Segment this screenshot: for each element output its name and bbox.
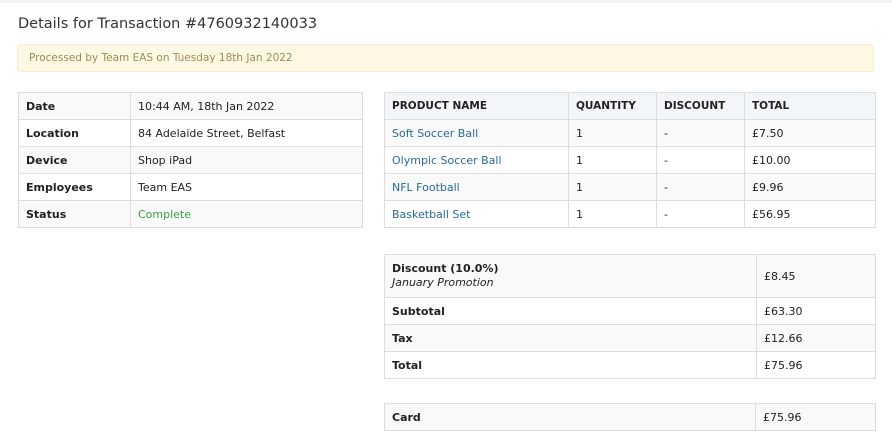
summary-row-total: Total £75.96 (384, 351, 876, 379)
summary-row-tax: Tax £12.66 (384, 324, 876, 352)
detail-row-location: Location 84 Adelaide Street, Belfast (18, 119, 363, 147)
column-header: QUANTITY (568, 92, 657, 120)
summary-row-subtotal: Subtotal £63.30 (384, 297, 876, 325)
promotion-name: January Promotion (392, 276, 494, 289)
table-row: NFL Football 1- £9.96 (384, 173, 876, 201)
products-table: PRODUCT NAME QUANTITY DISCOUNT TOTAL Sof… (384, 92, 876, 228)
table-row: Olympic Soccer Ball 1- £10.00 (384, 146, 876, 174)
table-row: Basketball Set 1- £56.95 (384, 200, 876, 228)
page-title: Details for Transaction #4760932140033 (18, 16, 318, 32)
detail-row-status: Status Complete (18, 200, 363, 228)
product-link[interactable]: NFL Football (392, 180, 460, 194)
status-badge: Complete (130, 200, 363, 228)
payment-row: Card £75.96 (384, 403, 876, 431)
details-table: Date 10:44 AM, 18th Jan 2022 Location 84 A… (18, 92, 363, 228)
column-header: DISCOUNT (656, 92, 745, 120)
processed-alert: Processed by Team EAS on Tuesday 18th Ja… (17, 44, 874, 72)
table-row: Soft Soccer Ball 1- £7.50 (384, 119, 876, 147)
top-bar (0, 0, 892, 3)
detail-row-employees: Employees Team EAS (18, 173, 363, 201)
summary-table: Discount (10.0%) January Promotion £8.45 S… (384, 254, 876, 379)
payment-table: Card £75.96 (384, 403, 876, 431)
product-link[interactable]: Basketball Set (392, 207, 471, 221)
products-header: PRODUCT NAME QUANTITY DISCOUNT TOTAL (384, 92, 876, 120)
summary-row-discount: Discount (10.0%) January Promotion £8.45 (384, 254, 876, 298)
column-header: TOTAL (744, 92, 876, 120)
detail-row-device: Device Shop iPad (18, 146, 363, 174)
product-link[interactable]: Soft Soccer Ball (392, 126, 479, 140)
product-link[interactable]: Olympic Soccer Ball (392, 153, 502, 167)
detail-row-date: Date 10:44 AM, 18th Jan 2022 (18, 92, 363, 120)
column-header: PRODUCT NAME (384, 92, 569, 120)
